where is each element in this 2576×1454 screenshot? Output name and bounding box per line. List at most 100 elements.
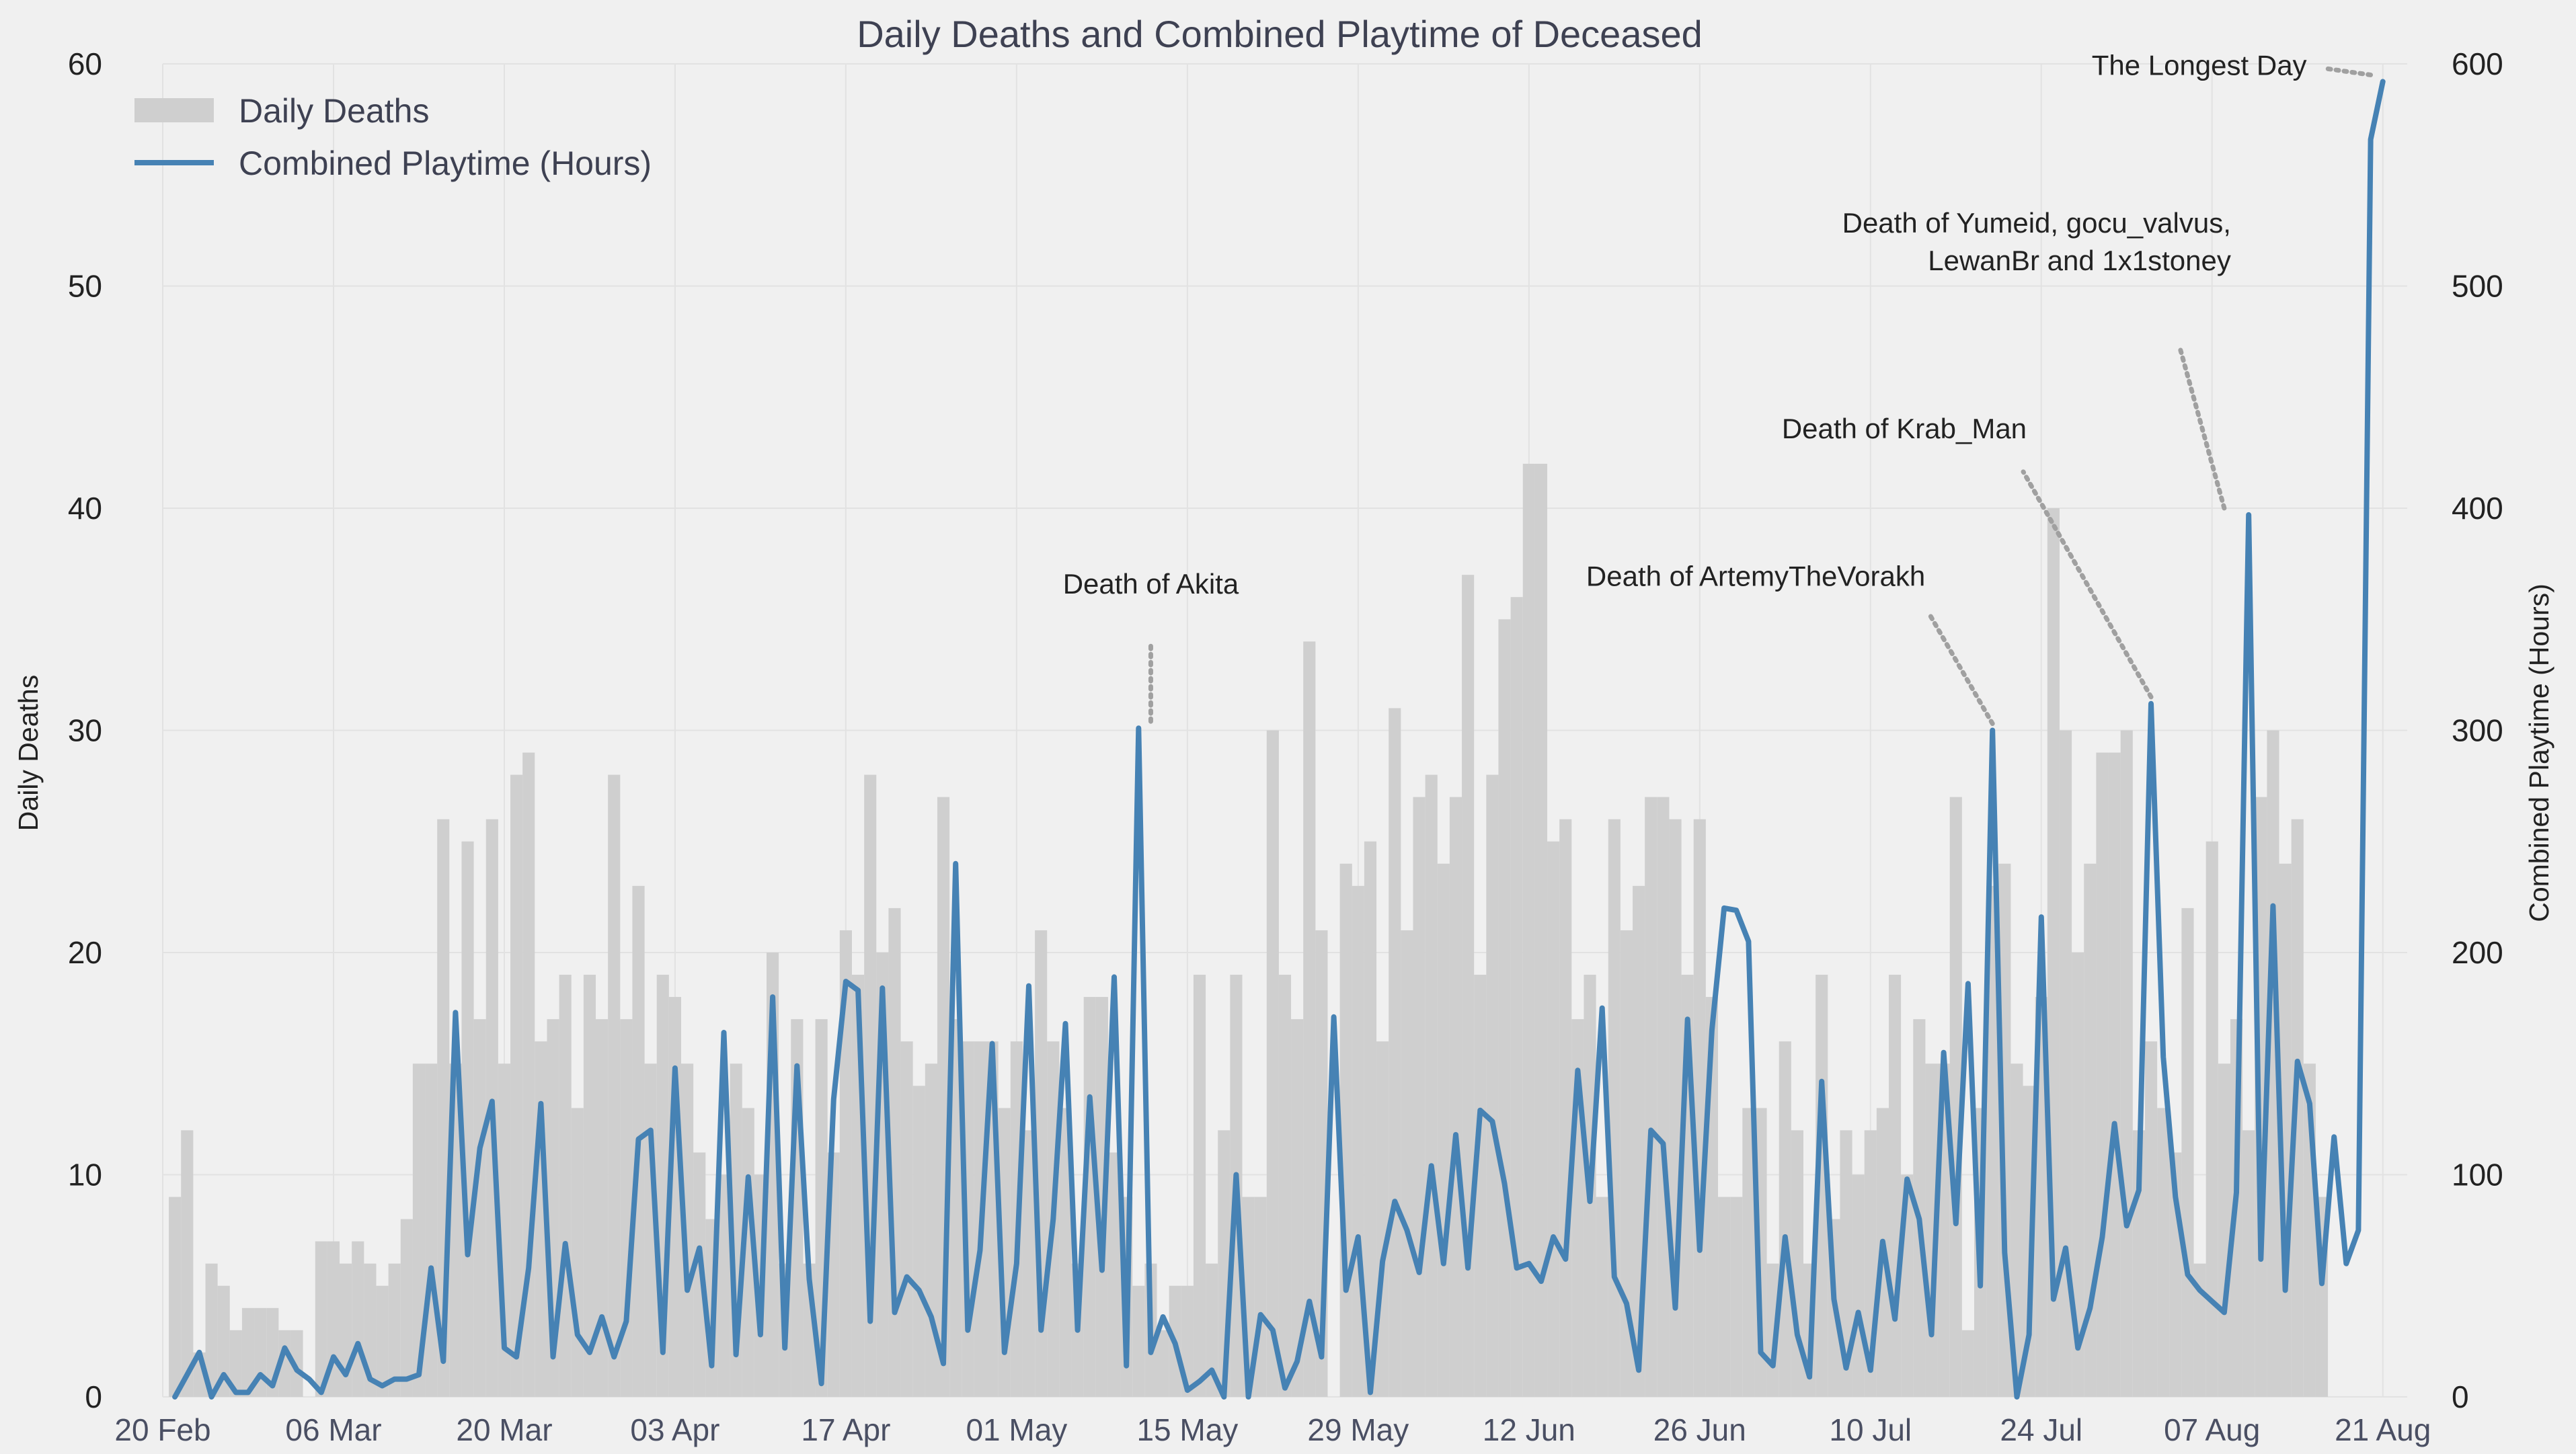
annotation-connectors xyxy=(1148,65,2374,726)
daily-deaths-bar xyxy=(583,975,596,1397)
daily-deaths-bar xyxy=(1498,619,1511,1397)
daily-deaths-bar xyxy=(1608,819,1621,1397)
daily-deaths-bar xyxy=(1291,1019,1304,1397)
daily-deaths-bar xyxy=(510,774,523,1397)
daily-deaths-bar xyxy=(290,1330,303,1397)
daily-deaths-bar xyxy=(1095,997,1108,1397)
daily-deaths-bar xyxy=(1254,1197,1267,1397)
y-tick-right-label: 400 xyxy=(2452,491,2503,526)
annotation-label: Death of Yumeid, gocu_valvus, LewanBr and… xyxy=(1842,207,2231,276)
daily-deaths-bar xyxy=(1888,975,1902,1397)
chart-title: Daily Deaths and Combined Playtime of De… xyxy=(857,13,1703,55)
daily-deaths-bar xyxy=(461,841,474,1397)
daily-deaths-bar xyxy=(1437,863,1450,1397)
legend-swatch-daily-deaths xyxy=(134,98,214,122)
daily-deaths-bar xyxy=(1816,975,1828,1397)
x-tick-label: 15 May xyxy=(1136,1412,1238,1447)
daily-deaths-bar xyxy=(1266,730,1279,1397)
daily-deaths-bar xyxy=(1413,797,1426,1397)
x-tick-label: 21 Aug xyxy=(2335,1412,2431,1447)
daily-deaths-bar xyxy=(1596,1197,1608,1397)
legend: Daily Deaths Combined Playtime (Hours) xyxy=(134,92,652,182)
daily-deaths-bar xyxy=(1425,774,1438,1397)
x-axis-ticks: 20 Feb 06 Mar 20 Mar 03 Apr 17 Apr 01 May 15 M… xyxy=(114,1412,2431,1447)
x-tick-label: 20 Feb xyxy=(114,1412,210,1447)
annotation-connector xyxy=(2021,469,2154,700)
x-tick-label: 10 Jul xyxy=(1829,1412,1912,1447)
daily-deaths-bar xyxy=(1278,975,1292,1397)
daily-deaths-bar xyxy=(571,1108,584,1397)
daily-deaths-bar xyxy=(1193,975,1206,1397)
y-tick-right-label: 100 xyxy=(2452,1158,2503,1193)
daily-deaths-bar xyxy=(1449,797,1462,1397)
daily-deaths-bar xyxy=(1913,1019,1926,1397)
daily-deaths-bar xyxy=(1132,1285,1145,1397)
daily-deaths-bar xyxy=(693,1152,706,1397)
daily-deaths-bar xyxy=(1534,463,1548,1397)
daily-deaths-bar xyxy=(2144,1041,2158,1397)
daily-deaths-bar xyxy=(1986,885,1999,1397)
daily-deaths-bar xyxy=(2193,1263,2206,1397)
y-axis-right-label: Combined Playtime (Hours) xyxy=(2524,583,2554,922)
daily-deaths-bar xyxy=(925,1063,937,1397)
daily-deaths-bar xyxy=(1852,1174,1865,1397)
daily-deaths-bar xyxy=(1779,1041,1791,1397)
daily-deaths-bar xyxy=(1059,1108,1072,1397)
daily-deaths-bar xyxy=(2084,863,2097,1397)
annotation-connector xyxy=(2321,65,2374,77)
daily-deaths-bar xyxy=(2011,1063,2023,1397)
daily-deaths-bar xyxy=(1693,819,1706,1397)
annotation-label: Death of Krab_Man xyxy=(1782,413,2027,444)
daily-deaths-bar xyxy=(1401,930,1413,1397)
y-axis-right-ticks: 0 100 200 300 400 500 600 xyxy=(2452,46,2503,1414)
daily-deaths-bar xyxy=(608,774,621,1397)
daily-deaths-bar xyxy=(1389,708,1401,1397)
daily-deaths-bar xyxy=(1376,1041,1389,1397)
daily-deaths-bar xyxy=(169,1197,182,1397)
daily-deaths-bar xyxy=(1303,641,1316,1397)
legend-label-combined-playtime: Combined Playtime (Hours) xyxy=(239,145,652,182)
annotation-label: The Longest Day xyxy=(2092,49,2307,81)
daily-deaths-bar xyxy=(2120,730,2133,1397)
daily-deaths-bar xyxy=(1547,841,1560,1397)
daily-deaths-bar xyxy=(2181,907,2194,1397)
annotation-label: Death of ArtemyTheVorakh xyxy=(1586,561,1925,592)
daily-deaths-bar xyxy=(742,1108,754,1397)
daily-deaths-bar xyxy=(2072,953,2084,1397)
x-tick-label: 29 May xyxy=(1307,1412,1409,1447)
daily-deaths-bar xyxy=(1949,797,1962,1397)
daily-deaths-bar xyxy=(1620,930,1633,1397)
daily-deaths-bar xyxy=(425,1063,438,1397)
daily-deaths-bar xyxy=(2096,752,2109,1397)
daily-deaths-bar xyxy=(1559,819,1572,1397)
y-tick-left-label: 40 xyxy=(68,491,102,526)
daily-deaths-bar xyxy=(315,1241,327,1397)
daily-deaths-bar xyxy=(1742,1108,1755,1397)
annotation-label: Death of Akita xyxy=(1063,568,1239,600)
combined-playtime-line xyxy=(172,79,2386,1400)
daily-deaths-bar xyxy=(2242,1130,2255,1397)
daily-deaths-bar xyxy=(1645,797,1657,1397)
y-tick-right-label: 0 xyxy=(2452,1379,2469,1414)
daily-deaths-bar xyxy=(473,1019,486,1397)
daily-deaths-bar xyxy=(2267,730,2279,1397)
x-tick-label: 03 Apr xyxy=(630,1412,719,1447)
daily-deaths-bar xyxy=(1718,1197,1731,1397)
annotation-label-line: Death of Krab_Man xyxy=(1782,413,2027,444)
daily-deaths-bar xyxy=(1157,1330,1169,1397)
daily-deaths-bar xyxy=(352,1241,364,1397)
daily-deaths-bar xyxy=(181,1130,194,1397)
daily-deaths-bar xyxy=(1022,1130,1036,1397)
daily-deaths-bar xyxy=(1474,975,1487,1397)
daily-deaths-bar xyxy=(559,975,572,1397)
daily-deaths-bar xyxy=(1107,1152,1121,1397)
daily-deaths-bar xyxy=(839,930,852,1397)
annotation-label-line: Death of ArtemyTheVorakh xyxy=(1586,561,1925,592)
daily-deaths-bar xyxy=(900,1041,913,1397)
daily-deaths-bar xyxy=(1510,597,1523,1398)
daily-deaths-bar xyxy=(717,1174,730,1397)
daily-deaths-bar xyxy=(376,1285,389,1397)
daily-deaths-bar xyxy=(1522,463,1535,1397)
daily-deaths-bar xyxy=(1840,1130,1852,1397)
